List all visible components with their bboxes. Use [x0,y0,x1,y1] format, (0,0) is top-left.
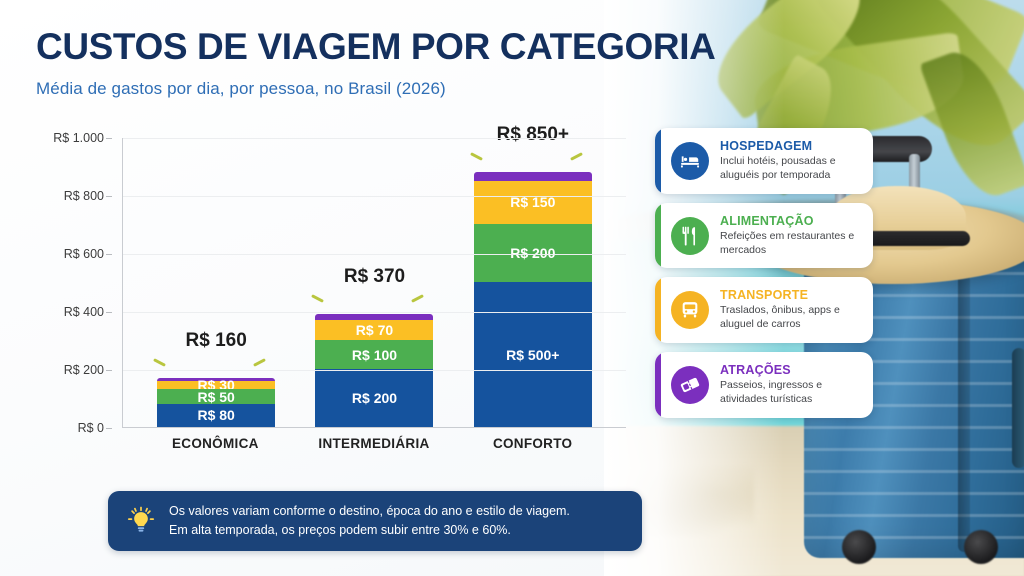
y-axis-tick: R$ 800 [63,189,113,203]
spark-accent-icon [253,357,267,367]
x-axis-labels: ECONÔMICA INTERMEDIÁRIA CONFORTO [122,436,626,451]
lightbulb-icon [126,506,156,536]
gridline [123,138,626,139]
legend-description: Refeições em restaurantes e mercados [720,229,855,256]
bar-segment-hospedagem[interactable]: R$ 200 [315,369,434,427]
legend-description: Passeios, ingressos e atividades turísti… [720,379,823,406]
x-axis-label-2: CONFORTO [492,436,573,451]
legend-text: ALIMENTAÇÃO Refeições em restaurantes e m… [720,214,861,258]
y-axis-tick: R$ 1.000 [53,131,112,145]
legend-color-stripe [655,277,661,344]
bar-segment-label: R$ 200 [351,390,398,406]
legend-card-alimentao[interactable]: ALIMENTAÇÃO Refeições em restaurantes e m… [655,202,873,269]
legend-description: Inclui hotéis, pousadas e aluguéis por t… [720,155,836,181]
bar-segment-transporte[interactable]: R$ 30 [157,377,276,393]
bed-icon [671,141,709,180]
legend-title: ALIMENTAÇÃO [720,213,814,228]
footnote-text: Os valores variam conforme o destino, ép… [169,502,570,540]
bar-total-label: R$ 370 [343,265,406,287]
legend-card-transporte[interactable]: TRANSPORTE Traslados, ônibus, apps e alug… [655,277,873,344]
legend-card-list: HOSPEDAGEM Inclui hotéis, pousadas e alug… [655,128,873,418]
bar-segment-label: R$ 70 [355,321,394,338]
bar-segment-label: R$ 200 [510,245,556,261]
footnote-banner: Os valores variam conforme o destino, ép… [108,491,642,551]
x-axis-label-0: ECONÔMICA [171,436,259,451]
y-axis: R$ 1.000 R$ 800 R$ 600 R$ 400 R$ 200 R$ 0 [36,131,114,435]
stacked-bar-chart: R$ 1.000 R$ 800 R$ 600 R$ 400 R$ 200 R$ 0 R$ … [36,124,636,468]
y-axis-tick: R$ 400 [63,305,113,319]
suitcase-seam [958,234,970,552]
header: CUSTOS DE VIAGEM POR CATEGORIA Média de … [36,26,716,99]
y-axis-tick: R$ 200 [63,363,113,377]
suitcase-wheel [964,530,998,564]
cutlery-icon [671,216,709,255]
legend-color-stripe [655,202,661,269]
bar-column[interactable]: R$ 370 R$ 70 R$ 100 R$ 200 [311,266,434,427]
legend-card-hospedagem[interactable]: HOSPEDAGEM Inclui hotéis, pousadas e alug… [655,128,873,194]
bar-segment-atraes[interactable] [473,171,592,181]
legend-color-stripe [655,128,661,194]
bar-column[interactable]: R$ 850+ R$ 150 R$ 200 R$ 500+ [469,124,592,427]
bar-segment-label: R$ 100 [351,346,398,363]
bar-segment-label: R$ 50 [197,388,235,405]
bus-icon [671,291,709,330]
bar-total-label: R$ 850+ [496,123,569,145]
bar-segment-alimentao[interactable]: R$ 100 [315,340,434,369]
footnote-line-2: Em alta temporada, os preços podem subir… [169,523,511,537]
ticket-icon [671,366,709,405]
bar-segment-atraes[interactable] [157,377,276,381]
page-subtitle: Média de gastos por dia, por pessoa, no … [36,78,446,98]
legend-description: Traslados, ônibus, apps e aluguel de car… [720,304,840,331]
bar-segment-label: R$ 80 [197,407,235,424]
gridline [123,312,626,313]
legend-color-stripe [655,352,661,418]
legend-title: ATRAÇÕES [720,363,791,378]
bar-segment-label: R$ 150 [510,194,556,211]
legend-card-atraes[interactable]: ATRAÇÕES Passeios, ingressos e atividades… [655,352,873,418]
x-axis-label-1: INTERMEDIÁRIA [318,436,430,451]
legend-text: ATRAÇÕES Passeios, ingressos e atividades… [720,363,861,407]
bar-total-label: R$ 160 [185,329,247,351]
page-title: CUSTOS DE VIAGEM POR CATEGORIA [36,26,716,67]
suitcase-side-handle [1012,348,1024,468]
bar-segment-atraes[interactable] [315,313,434,320]
legend-text: TRANSPORTE Traslados, ônibus, apps e alug… [720,288,861,332]
spark-accent-icon [469,151,483,161]
suitcase-wheel [842,530,876,564]
bar-segment-label: R$ 30 [197,376,235,393]
y-axis-tick: R$ 600 [63,247,113,261]
spark-accent-icon [569,151,583,161]
bar-segment-label: R$ 500+ [506,346,560,363]
legend-title: TRANSPORTE [720,288,809,303]
spark-accent-icon [311,294,325,303]
legend-text: HOSPEDAGEM Inclui hotéis, pousadas e alug… [720,139,861,183]
bar-segment-alimentao[interactable]: R$ 200 [473,224,592,282]
bar-group: R$ 160 R$ 30 R$ 50 R$ 80 R$ 370 R$ 70 R$ 100 R$… [123,124,626,427]
bar-segment-hospedagem[interactable]: R$ 500+ [473,282,592,427]
gridline [123,254,626,255]
bar-segment-transporte[interactable]: R$ 70 [315,319,434,340]
bar-segment-alimentao[interactable]: R$ 50 [157,388,276,405]
gridline [123,196,626,197]
y-axis-tick: R$ 0 [77,421,113,435]
bar-column[interactable]: R$ 160 R$ 30 R$ 50 R$ 80 [153,330,276,427]
gridline [123,370,626,371]
bar-segment-hospedagem[interactable]: R$ 80 [157,403,276,427]
bar-segment-transporte[interactable]: R$ 150 [473,180,592,224]
spark-accent-icon [153,357,167,367]
plot-area: R$ 160 R$ 30 R$ 50 R$ 80 R$ 370 R$ 70 R$ 100 R$… [122,124,626,428]
spark-accent-icon [411,294,425,303]
footnote-line-1: Os valores variam conforme o destino, ép… [169,504,570,518]
legend-title: HOSPEDAGEM [720,139,813,153]
